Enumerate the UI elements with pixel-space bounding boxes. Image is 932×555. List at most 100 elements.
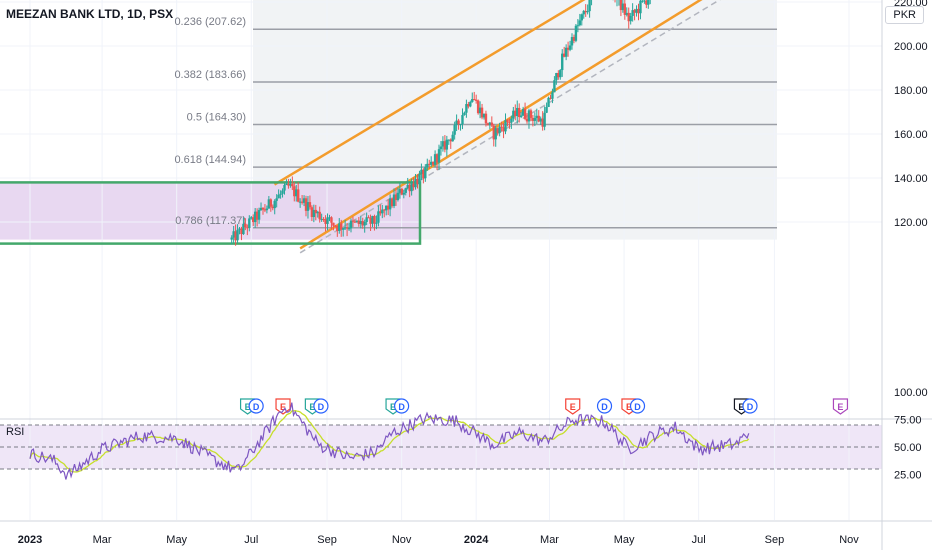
candle-body [500,126,503,128]
candle-body [390,198,394,207]
candle-body [375,222,378,224]
candle-body [353,221,357,223]
candle-body [445,139,449,150]
x-axis-tick-label: Sep [765,534,785,546]
candle-body [332,222,335,226]
candle-body [502,127,505,132]
candle-body [627,12,630,22]
candle-body [343,227,347,229]
candle-body [336,226,339,231]
candle-body [330,217,333,223]
candle-body [516,107,519,117]
candle-body [433,154,437,165]
candle-body [549,97,552,99]
dividend-marker-icon[interactable] [394,398,410,414]
dividend-marker-icon[interactable] [248,398,264,414]
candle-body [584,10,587,13]
candle-body [416,178,419,185]
accumulation-box [0,181,422,245]
candle-body [341,228,345,230]
event-marker-label: E [837,402,843,412]
candle-body [453,125,456,135]
candle-body [357,220,361,224]
event-marker-label: E [626,402,632,412]
fib-level-label: 0.618 (144.94) [174,154,246,166]
candle-body [365,217,368,223]
candle-body [588,0,591,12]
candle-body [255,211,259,220]
candle-body [582,10,585,15]
candle-body [248,218,251,229]
candle-body [578,20,582,26]
candle-body [471,99,474,102]
candle-body [447,139,450,141]
candle-body [457,120,460,125]
dividend-marker-icon[interactable] [596,398,613,414]
candle-body [404,188,407,193]
candle-body [635,8,638,13]
candle-body [625,12,628,15]
candle-body [488,122,492,126]
x-axis-tick-label: Nov [392,534,412,546]
chart-title: MEEZAN BANK LTD, 1D, PSX [6,7,174,21]
candle-body [496,128,499,133]
candle-body [298,201,302,203]
candle-body [261,207,265,210]
candle-body [291,184,294,187]
candle-body [312,209,316,218]
candle-body [418,174,421,185]
candle-body [363,222,366,226]
candle-body [253,211,257,223]
candle-body [647,0,650,5]
event-marker-label: E [245,402,251,412]
event-marker-label: D [601,402,608,412]
candle-body [463,112,466,116]
candle-body [574,25,578,41]
candle-body [306,202,310,211]
y-axis-tick-label: 200.00 [894,41,928,53]
candle-body [449,139,452,142]
x-axis-tick-label: Nov [839,534,859,546]
candle-body [234,231,237,241]
rsi-axis-tick-label: 75.00 [894,415,922,427]
candle-body [637,8,640,14]
candle-body [480,107,484,118]
dividend-marker-icon[interactable] [629,398,646,414]
x-axis-tick-label: 2023 [18,534,42,546]
candle-body [338,223,341,231]
candle-body [467,104,470,107]
candle-body [308,202,312,208]
accumulation-zone [0,182,420,240]
candle-body [320,218,323,220]
candle-body [293,186,296,197]
candle-body [461,115,464,125]
candle-body [523,108,527,119]
candle-body [275,198,278,201]
candle-body [441,141,445,147]
candle-body [576,25,580,27]
x-axis-tick-label: May [166,534,187,546]
candle-body [281,190,284,194]
event-marker-label: E [738,402,744,412]
candle-body [572,37,576,41]
candle-body [510,118,513,123]
candle-body [396,192,400,200]
candle-body [318,211,321,220]
dividend-marker-icon[interactable] [742,398,758,414]
candle-body [373,215,376,224]
candle-body [623,3,627,15]
candle-body [304,198,308,211]
event-marker-label: D [634,402,641,412]
fib-level-label: 0.5 (164.30) [187,112,246,124]
earnings-marker-icon[interactable] [832,398,849,415]
currency-button[interactable]: PKR [885,6,924,24]
candle-body [498,126,501,133]
event-marker-label: E [390,402,396,412]
candle-body [377,211,380,223]
candle-body [287,183,290,186]
rsi-line [29,402,750,480]
earnings-marker-icon[interactable] [565,398,581,415]
dividend-marker-icon[interactable] [313,398,329,414]
